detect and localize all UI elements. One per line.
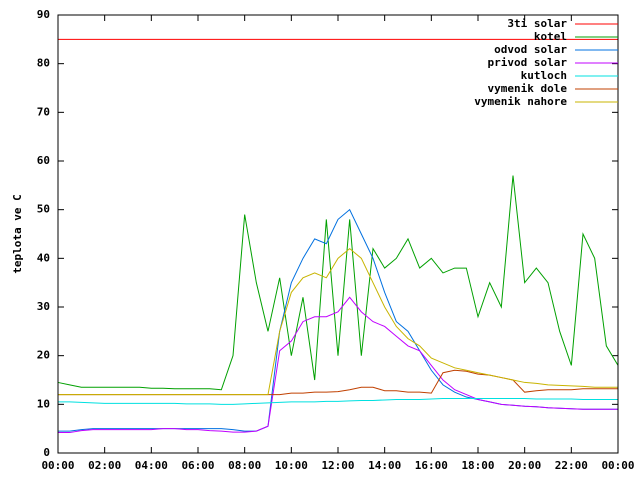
- x-tick-label: 12:00: [321, 459, 354, 472]
- x-tick-label: 04:00: [135, 459, 168, 472]
- x-tick-label: 14:00: [368, 459, 401, 472]
- x-tick-label: 18:00: [461, 459, 494, 472]
- legend-label: odvod solar: [494, 43, 567, 56]
- y-tick-label: 30: [37, 300, 50, 313]
- x-tick-label: 22:00: [555, 459, 588, 472]
- y-tick-label: 40: [37, 251, 50, 264]
- y-tick-label: 70: [37, 105, 50, 118]
- x-tick-label: 00:00: [601, 459, 634, 472]
- x-tick-label: 08:00: [228, 459, 261, 472]
- y-tick-label: 80: [37, 57, 50, 70]
- x-tick-label: 06:00: [181, 459, 214, 472]
- y-tick-label: 10: [37, 397, 50, 410]
- y-tick-label: 20: [37, 349, 50, 362]
- series-line: [58, 296, 618, 434]
- series-line: [58, 247, 618, 396]
- y-tick-label: 50: [37, 203, 50, 216]
- legend-label: kutloch: [521, 69, 567, 82]
- x-tick-label: 00:00: [41, 459, 74, 472]
- x-tick-label: 20:00: [508, 459, 541, 472]
- series-line: [57, 175, 619, 391]
- series-line: [58, 397, 618, 405]
- x-tick-label: 16:00: [415, 459, 448, 472]
- x-tick-label: 10:00: [275, 459, 308, 472]
- legend-label: 3ti solar: [507, 17, 567, 30]
- y-axis-label: teplota ve C: [11, 194, 24, 273]
- legend-label: vymenik nahore: [474, 95, 567, 108]
- y-tick-label: 0: [43, 446, 50, 459]
- legend-label: kotel: [534, 30, 567, 43]
- plot-frame: [57, 14, 619, 454]
- y-tick-label: 60: [37, 154, 50, 167]
- y-tick-label: 90: [37, 8, 50, 21]
- x-tick-label: 02:00: [88, 459, 121, 472]
- legend-label: privod solar: [488, 56, 568, 69]
- legend-label: vymenik dole: [488, 82, 568, 95]
